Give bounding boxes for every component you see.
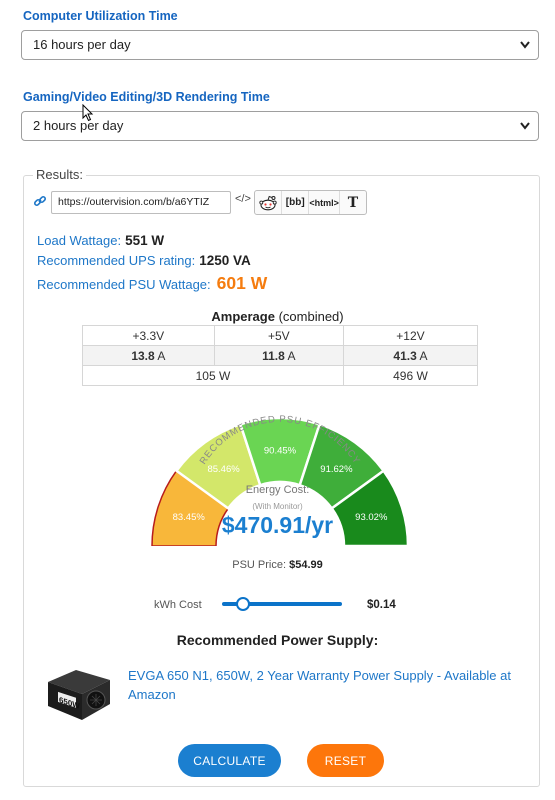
amp-cell: 41.3 A — [342, 345, 479, 366]
table-row: +3.3V +5V +12V — [82, 325, 479, 346]
energy-cost-label: Energy Cost: — [245, 484, 310, 496]
link-icon[interactable] — [33, 194, 47, 208]
energy-cost-value: $470.91/yr — [221, 512, 334, 538]
amp-cell: 13.8 A — [82, 345, 215, 366]
amp-cell: 11.8 A — [213, 345, 344, 366]
results-panel — [23, 175, 540, 787]
psu-wattage-label: Recommended PSU Wattage: — [37, 277, 211, 292]
bbcode-share-button[interactable]: [bb] — [282, 191, 310, 214]
gauge-segment-label: 93.02% — [355, 512, 388, 523]
kwh-slider-track[interactable] — [222, 602, 342, 606]
amp-value: 11.8 — [262, 348, 285, 363]
ups-rating-value: 1250 VA — [199, 253, 251, 268]
text-share-button[interactable]: T — [347, 194, 359, 211]
kwh-cost-label: kWh Cost — [154, 599, 202, 611]
psu-product-image[interactable]: 650W — [46, 664, 112, 724]
amp-value: 41.3 — [393, 348, 417, 363]
chevron-down-icon — [519, 31, 531, 69]
kwh-slider-thumb[interactable] — [236, 597, 250, 611]
gauge-segment-label: 83.45% — [173, 512, 206, 523]
rail-label: +5V — [213, 325, 344, 346]
embed-code-button[interactable]: </> — [235, 193, 251, 205]
load-wattage: Load Wattage: 551 W — [37, 233, 164, 248]
amp-unit: A — [157, 348, 166, 363]
recommended-psu-title: Recommended Power Supply: — [176, 632, 379, 648]
efficiency-gauge: 83.45%85.46%90.45%91.62%93.02% RECOMMEND… — [151, 414, 410, 546]
psu-price-label: PSU Price: — [232, 559, 287, 571]
psu-price: PSU Price: $54.99 — [0, 559, 555, 571]
reddit-share-button[interactable] — [255, 191, 283, 214]
psu-price-value: $54.99 — [289, 559, 323, 571]
share-url-input[interactable]: https://outervision.com/b/a6YTIZ — [51, 191, 231, 214]
psu-wattage-value: 601 W — [216, 273, 268, 293]
mouse-cursor-icon — [82, 104, 94, 122]
psu-wattage: Recommended PSU Wattage: 601 W — [37, 273, 267, 294]
amperage-title: Amperage (combined) — [0, 309, 555, 324]
gauge-segment-label: 91.62% — [320, 464, 353, 475]
rail-label: +12V — [342, 325, 479, 346]
results-title: Results: — [33, 167, 86, 182]
gauge-segment — [330, 469, 410, 546]
gaming-time-value: 2 hours per day — [33, 118, 124, 133]
share-buttons: [bb] <html> T — [254, 190, 367, 215]
rail-label: +3.3V — [82, 325, 215, 346]
load-wattage-value: 551 W — [125, 233, 165, 248]
amp-value: 13.8 — [131, 348, 155, 363]
psu-product-link[interactable]: EVGA 650 N1, 650W, 2 Year Warranty Power… — [128, 668, 511, 702]
gauge-segment-label: 85.46% — [207, 464, 240, 475]
gaming-time-select[interactable]: 2 hours per day — [21, 111, 539, 141]
amp-unit: A — [287, 348, 296, 363]
watt-cell: 496 W — [342, 365, 479, 386]
kwh-cost-value: $0.14 — [367, 599, 396, 611]
computer-time-value: 16 hours per day — [33, 37, 131, 52]
reddit-icon — [259, 195, 277, 210]
calculate-button[interactable]: CALCULATE — [178, 744, 281, 777]
ups-rating-label: Recommended UPS rating: — [37, 253, 196, 268]
load-wattage-label: Load Wattage: — [37, 233, 122, 248]
watt-cell: 105 W — [82, 365, 344, 386]
amperage-table: +3.3V +5V +12V 13.8 A 11.8 A 41.3 A 105 … — [82, 325, 479, 386]
amperage-heading: Amperage — [211, 309, 275, 324]
chevron-down-icon — [519, 112, 531, 150]
energy-cost-sub: (With Monitor) — [252, 502, 303, 511]
amperage-subtitle: (combined) — [278, 309, 344, 324]
table-row: 13.8 A 11.8 A 41.3 A — [82, 345, 479, 366]
gaming-time-label: Gaming/Video Editing/3D Rendering Time — [23, 90, 270, 104]
computer-time-label: Computer Utilization Time — [23, 9, 178, 23]
ups-rating: Recommended UPS rating: 1250 VA — [37, 253, 251, 268]
gauge-segment-label: 90.45% — [264, 446, 297, 457]
computer-time-select[interactable]: 16 hours per day — [21, 30, 539, 60]
amp-unit: A — [419, 348, 428, 363]
html-share-button[interactable]: <html> — [309, 191, 340, 214]
table-row: 105 W 496 W — [82, 365, 479, 386]
reset-button[interactable]: RESET — [307, 744, 384, 777]
